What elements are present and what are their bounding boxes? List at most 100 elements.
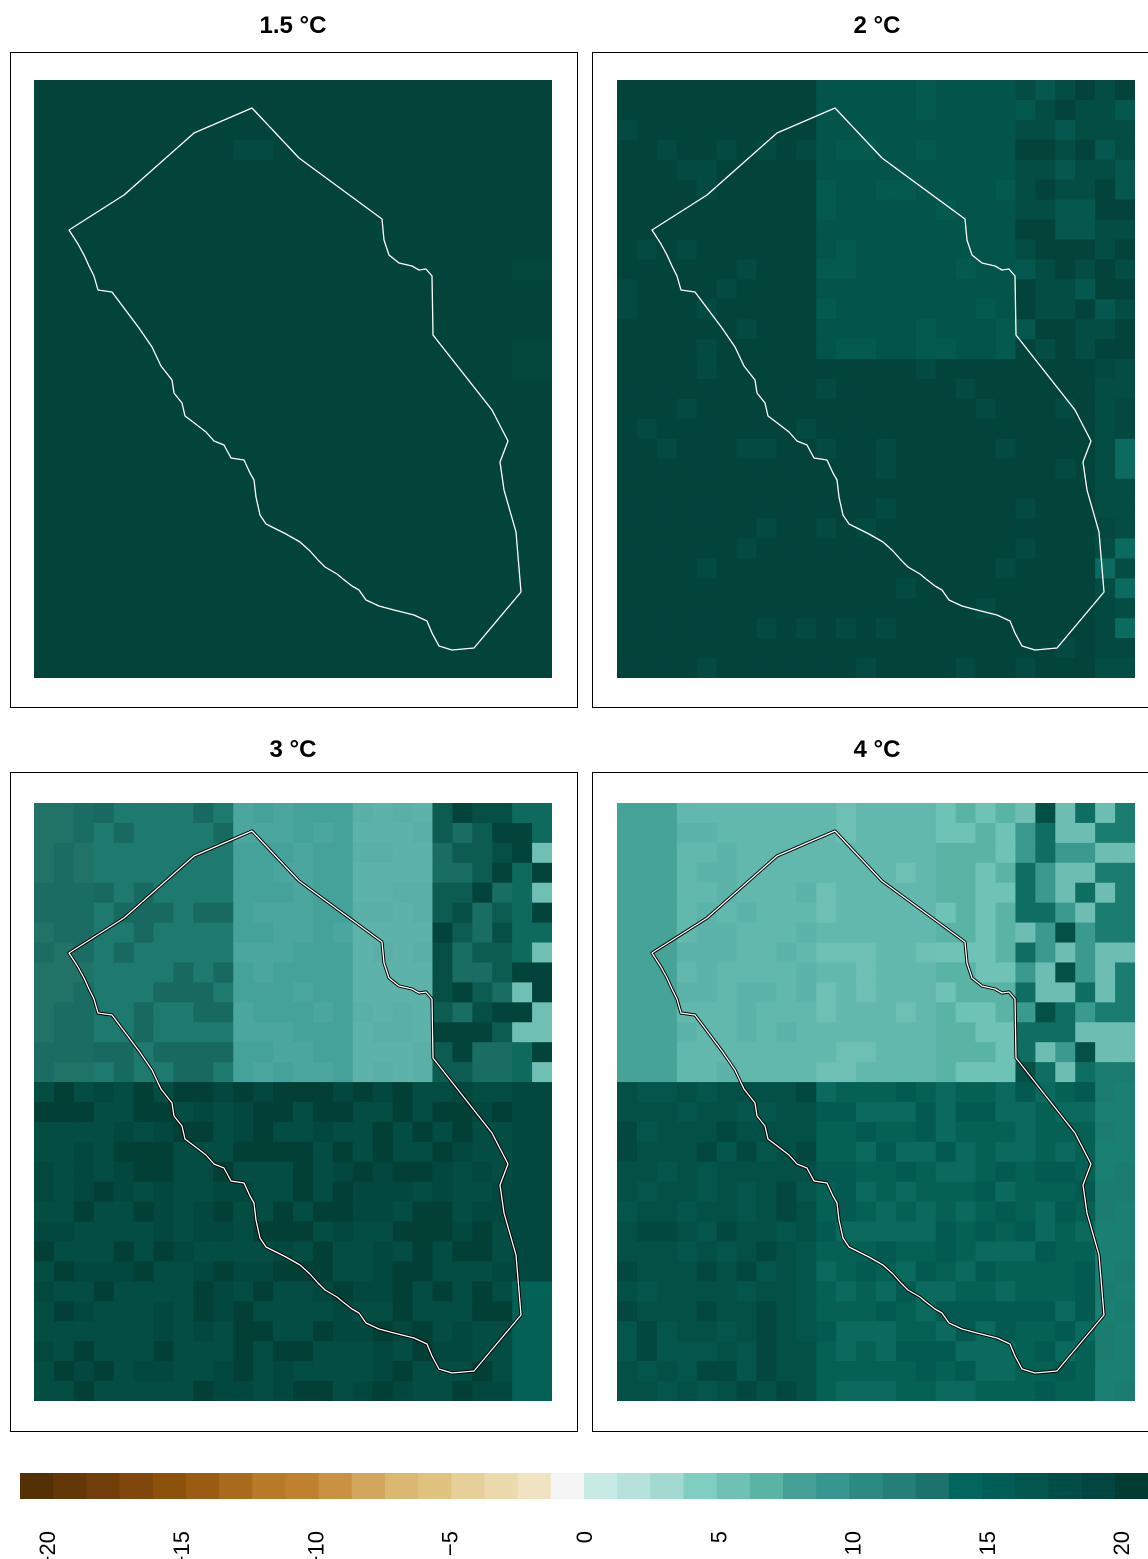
raster-cell: [293, 638, 314, 659]
raster-cell: [656, 1261, 678, 1282]
raster-cell: [1035, 379, 1056, 400]
raster-cell: [332, 99, 354, 121]
raster-cell: [1095, 882, 1116, 904]
raster-cell: [452, 339, 473, 360]
raster-cell: [876, 1141, 897, 1163]
raster-cell: [133, 199, 155, 221]
raster-cell: [113, 842, 135, 864]
raster-cell: [1115, 862, 1135, 884]
raster-cell: [193, 179, 214, 201]
raster-cell: [233, 1121, 254, 1143]
raster-cell: [34, 1201, 55, 1223]
raster-cell: [696, 902, 718, 924]
raster-cell: [1015, 398, 1036, 420]
raster-cell: [213, 1321, 234, 1342]
raster-cell: [472, 618, 493, 639]
raster-cell: [312, 803, 334, 824]
raster-cell: [915, 99, 937, 121]
raster-cell: [293, 902, 314, 924]
raster-cell: [312, 379, 334, 400]
raster-cell: [173, 339, 194, 360]
raster-cell: [696, 1082, 718, 1103]
raster-cell: [676, 1102, 698, 1123]
raster-cell: [512, 1102, 533, 1123]
raster-cell: [213, 578, 234, 599]
raster-cell: [935, 902, 957, 924]
raster-cell: [312, 119, 334, 141]
legend-tick-label: −15: [169, 1531, 194, 1559]
raster-cell: [332, 1181, 354, 1203]
raster-cell: [716, 1201, 738, 1223]
raster-cell: [876, 418, 897, 440]
raster-cell: [975, 179, 997, 201]
raster-cell: [273, 259, 294, 280]
raster-cell: [173, 319, 194, 340]
raster-cell: [93, 1121, 115, 1143]
raster-cell: [915, 299, 937, 320]
raster-cell: [512, 598, 533, 619]
raster-cell: [776, 803, 797, 824]
raster-cell: [412, 1181, 434, 1203]
raster-cell: [253, 438, 274, 460]
raster-cell: [895, 982, 917, 1003]
raster-cell: [392, 119, 414, 141]
raster-cell: [34, 398, 55, 420]
raster-cell: [955, 179, 977, 201]
raster-cell: [1075, 803, 1096, 824]
raster-cell: [736, 862, 758, 884]
raster-cell: [532, 99, 552, 121]
raster-cell: [776, 239, 797, 260]
raster-cell: [915, 1141, 937, 1163]
raster-cell: [452, 1321, 473, 1342]
raster-cell: [796, 398, 817, 420]
raster-cell: [1035, 1221, 1056, 1243]
legend-tick-label: 15: [975, 1531, 1000, 1555]
raster-cell: [452, 239, 473, 260]
raster-cell: [512, 1022, 533, 1043]
raster-cell: [392, 822, 414, 844]
raster-cell: [113, 1301, 135, 1322]
raster-cell: [796, 658, 817, 678]
raster-cell: [617, 259, 638, 280]
legend-swatch: [119, 1473, 154, 1499]
raster-cell: [193, 1381, 214, 1401]
raster-cell: [432, 1261, 453, 1282]
raster-cell: [756, 259, 777, 280]
raster-cell: [293, 1022, 314, 1043]
raster-cell: [532, 438, 552, 460]
raster-cell: [1035, 1102, 1056, 1123]
raster-cell: [492, 139, 513, 161]
raster-cell: [736, 239, 758, 260]
raster-cell: [512, 638, 533, 659]
raster-cell: [173, 279, 194, 300]
raster-cell: [93, 1361, 115, 1382]
raster-cell: [816, 518, 837, 540]
color-scale-legend: −20 −15 −10 −5 0 5 10 15 20: [20, 1473, 1148, 1559]
raster-cell: [253, 1321, 274, 1342]
raster-cell: [1075, 862, 1096, 884]
raster-cell: [532, 498, 552, 520]
raster-cell: [472, 1082, 493, 1103]
raster-cell: [93, 822, 115, 844]
raster-cell: [372, 359, 394, 380]
raster-cell: [836, 962, 857, 983]
raster-cell: [1115, 99, 1135, 121]
raster-cell: [895, 882, 917, 904]
raster-cell: [273, 219, 294, 241]
raster-cell: [133, 962, 155, 983]
raster-cell: [935, 1261, 957, 1282]
raster-cell: [312, 99, 334, 121]
raster-cell: [332, 518, 354, 540]
raster-cell: [1115, 803, 1135, 824]
raster-cell: [472, 259, 493, 280]
raster-cell: [1075, 179, 1096, 201]
raster-cell: [133, 1161, 155, 1183]
raster-cell: [836, 803, 857, 824]
raster-cell: [472, 299, 493, 320]
raster-cell: [935, 803, 957, 824]
raster-cell: [352, 1301, 374, 1322]
raster-cell: [273, 458, 294, 480]
raster-cell: [1015, 578, 1036, 599]
raster-cell: [432, 862, 453, 884]
raster-cell: [1015, 498, 1036, 520]
